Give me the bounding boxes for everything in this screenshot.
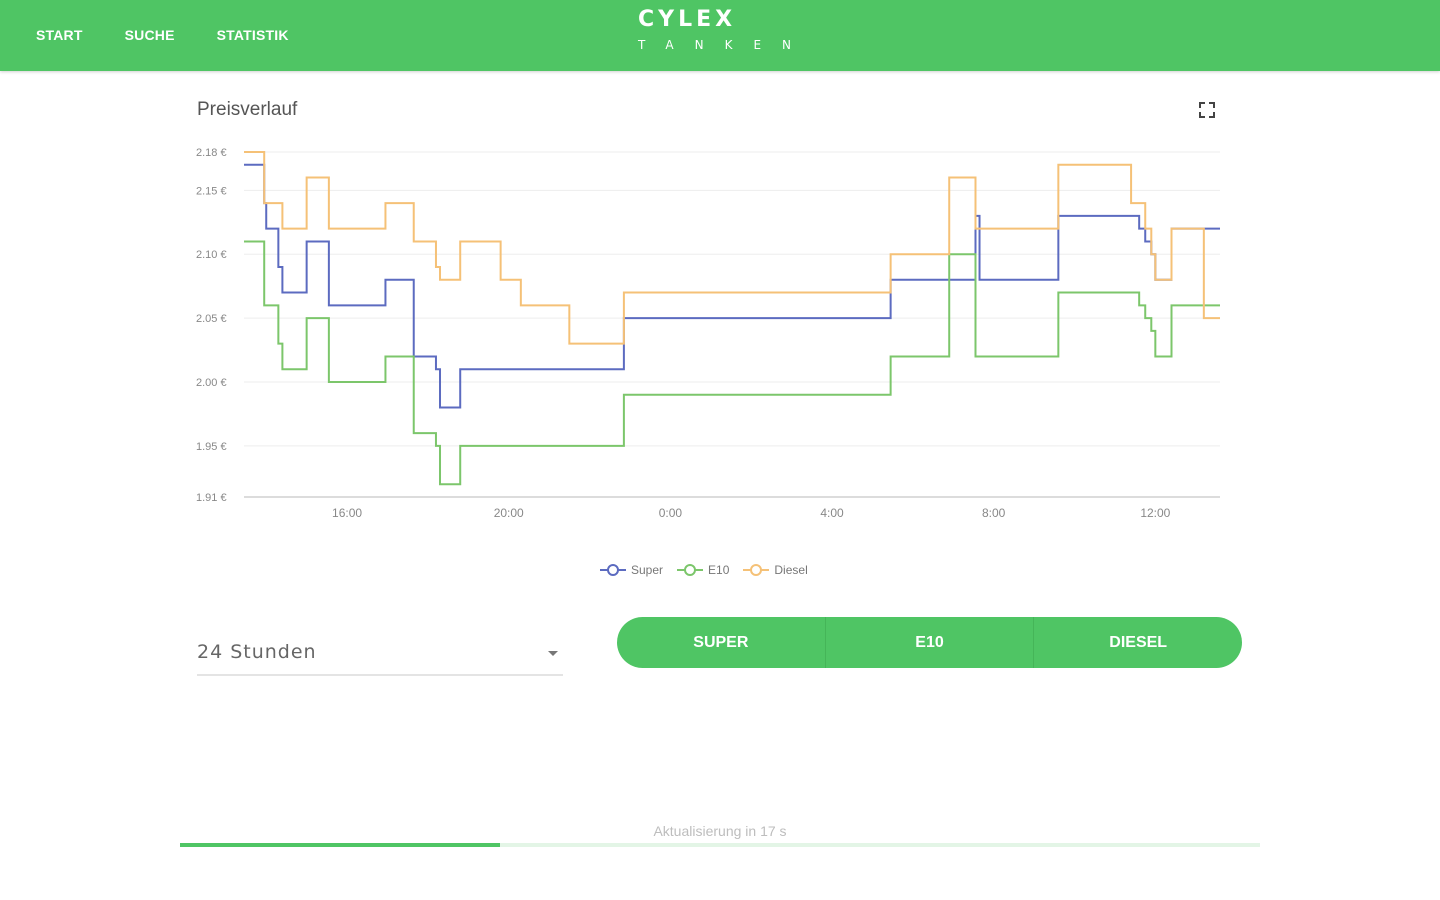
- price-history-svg: 2.18 € 2.15 € 2.10 € 2.05 € 2.00 € 1.95 € 1.91…: [196, 147, 1220, 520]
- series-line-e10: [244, 240, 1220, 486]
- nav-statistik-link[interactable]: STATISTIK: [216, 27, 289, 43]
- y-tick-label: 2.10 €: [196, 249, 227, 261]
- chevron-down-icon: [548, 651, 558, 656]
- main-nav: START SUCHE STATISTIK: [36, 27, 331, 43]
- fuel-type-toggle-group: SUPER E10 DIESEL: [617, 617, 1242, 668]
- fuel-e10-button[interactable]: E10: [826, 617, 1035, 668]
- fuel-super-button[interactable]: SUPER: [617, 617, 826, 668]
- legend-item-diesel[interactable]: Diesel: [743, 563, 808, 577]
- legend-marker-icon: [743, 564, 770, 576]
- nav-suche-link[interactable]: SUCHE: [124, 27, 175, 43]
- cylex-tanken-logo[interactable]: CYLEX TANKEN: [638, 7, 813, 55]
- chart-card-title: Preisverlauf: [197, 99, 298, 120]
- legend-label: E10: [708, 563, 730, 577]
- x-tick-label: 20:00: [494, 506, 524, 520]
- price-history-chart: 2.18 € 2.15 € 2.10 € 2.05 € 2.00 € 1.95 € 1.91…: [190, 140, 1230, 530]
- legend-item-e10[interactable]: E10: [677, 563, 729, 577]
- x-tick-label: 4:00: [820, 506, 844, 520]
- update-countdown-text: Aktualisierung in 17 s: [653, 823, 787, 839]
- nav-start-link[interactable]: START: [36, 27, 83, 43]
- series-line-super: [244, 163, 1220, 409]
- logo-wordmark: CYLEX: [638, 7, 737, 32]
- legend-label: Super: [631, 563, 664, 577]
- fullscreen-icon[interactable]: [1197, 100, 1217, 120]
- legend-item-super[interactable]: Super: [600, 563, 663, 577]
- x-tick-label: 0:00: [659, 506, 683, 520]
- update-progress-bar: [180, 843, 1260, 847]
- y-tick-label: 1.95 €: [196, 441, 227, 453]
- time-range-value: 24 Stunden: [197, 641, 317, 663]
- fuel-diesel-button[interactable]: DIESEL: [1109, 633, 1168, 651]
- time-range-select[interactable]: 24 Stunden: [197, 636, 563, 676]
- legend-label: Diesel: [774, 563, 808, 577]
- y-tick-label: 2.15 €: [196, 185, 227, 197]
- y-tick-label: 2.00 €: [196, 377, 227, 389]
- y-tick-label: 2.18 €: [196, 147, 227, 159]
- chart-legend: Super E10 Diesel: [600, 563, 822, 577]
- x-tick-label: 12:00: [1140, 506, 1170, 520]
- y-tick-label: 1.91 €: [196, 492, 227, 504]
- legend-marker-icon: [677, 564, 704, 576]
- x-tick-label: 16:00: [332, 506, 362, 520]
- y-tick-label: 2.05 €: [196, 313, 227, 325]
- legend-marker-icon: [600, 564, 626, 576]
- update-progress-fill: [180, 843, 500, 847]
- x-tick-label: 8:00: [982, 506, 1006, 520]
- top-app-bar: START SUCHE STATISTIK CYLEX TANKEN: [0, 0, 1440, 71]
- logo-subtitle: TANKEN: [638, 38, 813, 52]
- series-line-diesel: [244, 151, 1220, 345]
